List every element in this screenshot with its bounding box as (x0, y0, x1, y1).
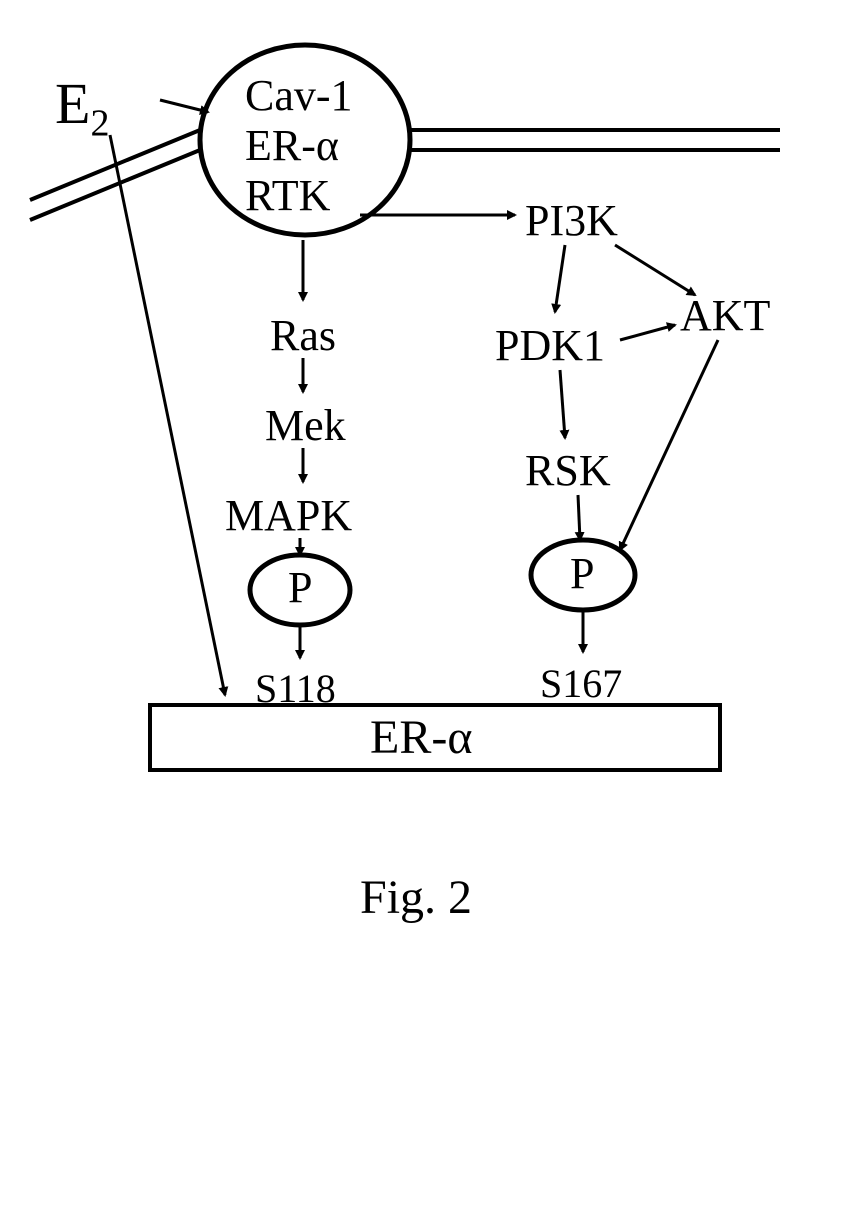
label-era-top: ER-α (245, 120, 339, 171)
label-e2: E2 (55, 70, 109, 146)
label-akt: AKT (680, 290, 770, 341)
arrow-PI3K-to-PDK1 (555, 245, 565, 312)
label-pi3k: PI3K (525, 195, 618, 246)
pathway-diagram (0, 0, 861, 1208)
arrow-PDK1-to-AKT (620, 325, 675, 340)
label-p-left: P (288, 562, 312, 613)
label-mapk: MAPK (225, 490, 352, 541)
arrow-RSK-to-Pright (578, 495, 580, 540)
label-pdk1: PDK1 (495, 320, 605, 371)
label-rtk: RTK (245, 170, 330, 221)
figure-caption: Fig. 2 (360, 870, 472, 925)
label-cav1: Cav-1 (245, 70, 353, 121)
label-s118: S118 (255, 665, 336, 712)
label-rsk: RSK (525, 445, 611, 496)
arrow-E2-to-receptor (160, 100, 208, 112)
arrow-AKT-to-Pright (620, 340, 718, 550)
label-s167: S167 (540, 660, 622, 707)
label-era-box: ER-α (370, 710, 472, 765)
arrow-E2-to-ERbox (110, 135, 225, 695)
label-ras: Ras (270, 310, 336, 361)
label-p-right: P (570, 548, 594, 599)
arrow-PI3K-to-AKT (615, 245, 695, 295)
label-mek: Mek (265, 400, 346, 451)
arrow-PDK1-to-RSK (560, 370, 565, 438)
